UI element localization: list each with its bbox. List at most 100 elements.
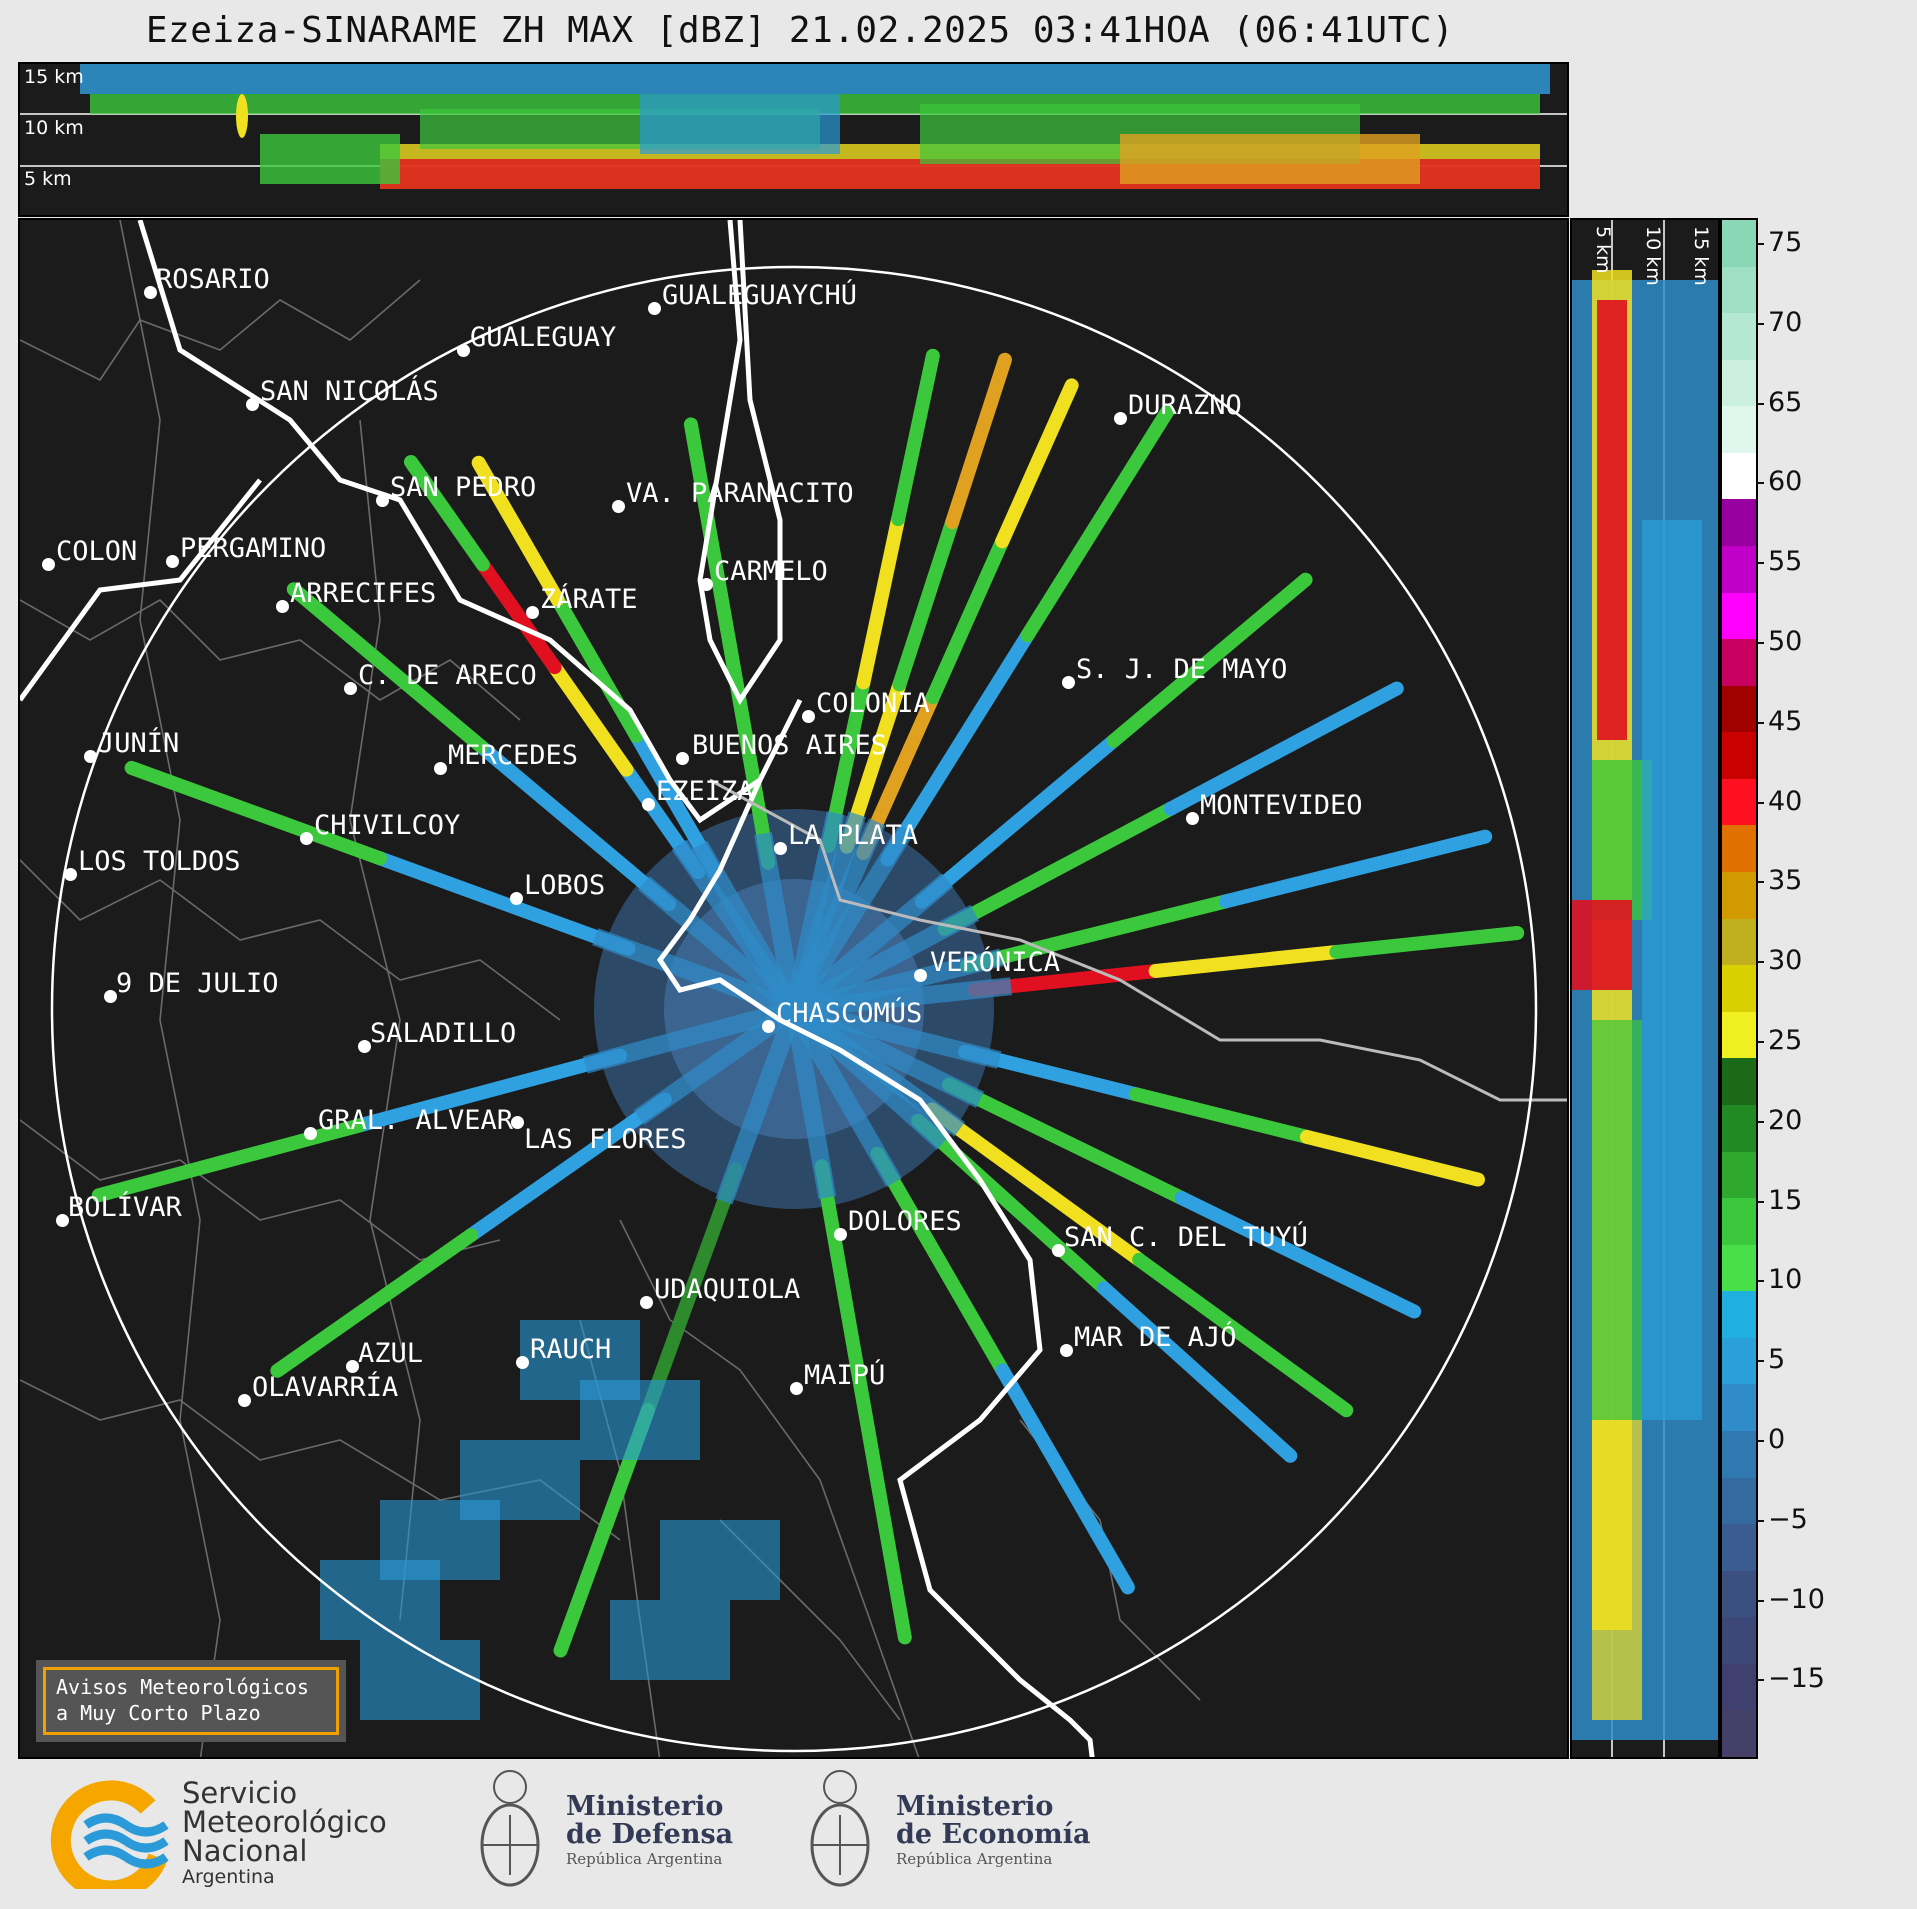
city-label: LOS TOLDOS (78, 846, 241, 877)
city-marker[interactable] (762, 1020, 775, 1033)
city-marker[interactable] (612, 500, 625, 513)
city-marker[interactable] (510, 892, 523, 905)
warning-line-2: a Muy Corto Plazo (56, 1701, 261, 1725)
county-boundary (20, 599, 521, 721)
radar-beam-segment (891, 348, 940, 527)
altitude-label-10km: 10 km (24, 117, 84, 139)
city-marker[interactable] (104, 990, 117, 1003)
radar-beam-base (638, 876, 800, 1016)
colorbar-bin (1722, 452, 1756, 501)
city-marker[interactable] (238, 1394, 251, 1407)
warning-box[interactable]: Avisos Meteorológicos a Muy Corto Plazo (36, 1660, 346, 1742)
radar-beam-segment (641, 1162, 743, 1417)
radar-beam-segment (914, 733, 1121, 909)
altitude-label-5km: 5 km (24, 168, 72, 190)
city-marker[interactable] (1114, 412, 1127, 425)
city-marker[interactable] (56, 1214, 69, 1227)
city-marker[interactable] (276, 600, 289, 613)
city-marker[interactable] (790, 1382, 803, 1395)
colorbar-tick-label: 30 (1768, 945, 1803, 977)
city-marker[interactable] (300, 832, 313, 845)
city-label: JUNÍN (98, 728, 180, 759)
city-marker[interactable] (42, 558, 55, 571)
city-marker[interactable] (166, 555, 179, 568)
city-label: GRAL. ALVEAR (318, 1105, 514, 1136)
colorbar-bin (1722, 592, 1756, 641)
colorbar-bin (1722, 220, 1756, 268)
radar-beam-segment (550, 592, 644, 743)
city-label: EZEIZA (656, 776, 754, 807)
coat-of-arms-defensa-icon (480, 1770, 540, 1887)
city-marker[interactable] (144, 286, 157, 299)
top-cross-section-graphic (20, 64, 1567, 189)
city-marker[interactable] (914, 969, 927, 982)
city-marker[interactable] (64, 868, 77, 881)
radar-beam-segment (1218, 829, 1493, 909)
cross-section-echo (80, 64, 1550, 94)
city-label: OLAVARRÍA (252, 1372, 399, 1403)
top-cross-section-panel: 15 km 10 km 5 km (18, 62, 1569, 217)
city-label: ZÁRATE (540, 584, 638, 615)
city-marker[interactable] (526, 606, 539, 619)
city-label: 9 DE JULIO (116, 968, 279, 999)
colorbar-bin (1722, 1058, 1756, 1106)
colorbar-bin (1722, 732, 1756, 780)
colorbar-bin (1722, 685, 1756, 734)
city-label: SAN C. DEL TUYÚ (1064, 1222, 1308, 1253)
city-marker[interactable] (84, 750, 97, 763)
city-marker[interactable] (700, 578, 713, 591)
coastline-layer (20, 220, 1567, 1757)
city-label: SALADILLO (370, 1018, 517, 1049)
city-marker[interactable] (1052, 1244, 1065, 1257)
city-marker[interactable] (346, 1360, 359, 1373)
radar-beam-segment (270, 1228, 479, 1378)
economia-line-1: Ministerio (896, 1791, 1054, 1822)
colorbar-bin (1722, 1384, 1756, 1432)
city-marker[interactable] (802, 710, 815, 723)
city-marker[interactable] (640, 1296, 653, 1309)
colorbar-tick-label: −15 (1768, 1663, 1825, 1695)
city-marker[interactable] (1062, 676, 1075, 689)
radar-beam-base (592, 928, 798, 1018)
city-label: VERÓNICA (930, 947, 1061, 978)
colorbar-bin (1722, 1104, 1756, 1153)
cross-section-echo (1120, 134, 1420, 184)
colorbar-tick-mark (1756, 881, 1764, 884)
radar-map-panel[interactable]: ROSARIO GUALEGUAYCHÚ GUALEGUAY SAN NICOLÁS D… (18, 218, 1569, 1759)
colorbar-bin (1722, 825, 1756, 874)
convective-cell (660, 1520, 780, 1600)
colorbar-bin (1722, 1337, 1756, 1386)
radar-beam-segment (814, 1159, 912, 1645)
colorbar-bin (1722, 266, 1756, 315)
city-marker[interactable] (642, 798, 655, 811)
radar-beam-segment (1163, 681, 1404, 816)
city-marker[interactable] (304, 1127, 317, 1140)
colorbar-bin (1722, 546, 1756, 594)
city-marker[interactable] (1060, 1344, 1073, 1357)
city-marker[interactable] (344, 682, 357, 695)
colorbar-bin (1722, 965, 1756, 1013)
city-marker[interactable] (676, 752, 689, 765)
defensa-line-3: República Argentina (566, 1850, 723, 1868)
city-marker[interactable] (511, 1116, 524, 1129)
radar-beam-segment (471, 455, 565, 607)
city-marker[interactable] (774, 842, 787, 855)
defensa-line-2: de Defensa (566, 1819, 734, 1850)
city-marker[interactable] (516, 1356, 529, 1369)
city-marker[interactable] (358, 1040, 371, 1053)
city-marker[interactable] (434, 762, 447, 775)
city-marker[interactable] (376, 494, 389, 507)
colorbar-tick-label: 15 (1768, 1184, 1803, 1216)
colorbar-tick-mark (1756, 1599, 1764, 1602)
city-marker[interactable] (457, 344, 470, 357)
city-label: AZUL (358, 1338, 424, 1369)
city-marker[interactable] (1186, 812, 1199, 825)
city-label: C. DE ARECO (358, 660, 537, 691)
county-boundary (20, 279, 421, 382)
city-marker[interactable] (246, 398, 259, 411)
smn-line-1: Servicio (182, 1776, 298, 1810)
radar-beam-segment (352, 1048, 628, 1133)
city-marker[interactable] (648, 302, 661, 315)
radar-beam-segment (995, 378, 1079, 549)
city-marker[interactable] (834, 1228, 847, 1241)
